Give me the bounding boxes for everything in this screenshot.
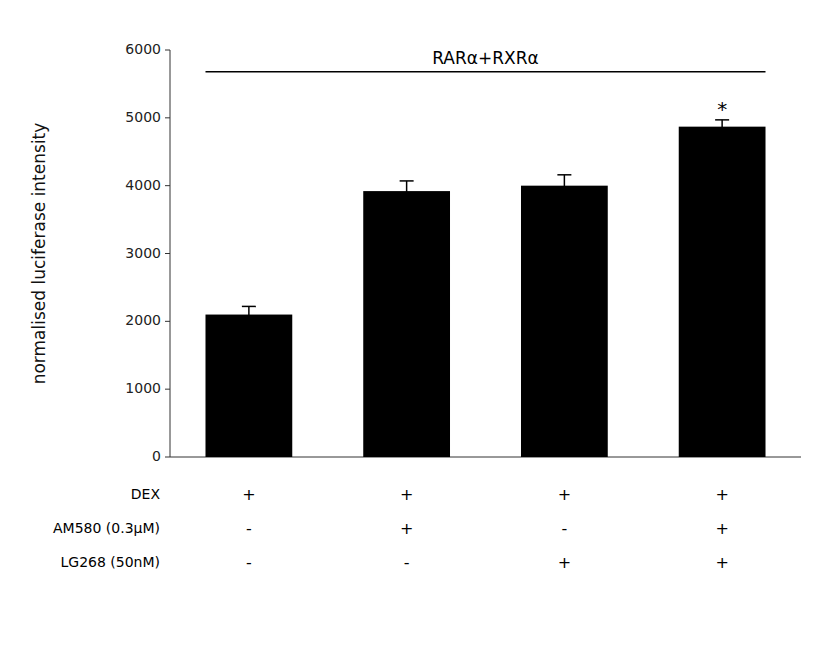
bar — [363, 191, 450, 457]
condition-label: + — [715, 519, 728, 538]
y-tick — [165, 457, 170, 458]
error-cap — [400, 201, 414, 203]
y-tick-label: 1000 — [125, 380, 161, 396]
annotation: RARα+RXRα — [432, 48, 539, 68]
y-tick-label: 2000 — [125, 312, 161, 328]
error-bar — [715, 120, 729, 134]
error-line — [721, 120, 723, 134]
y-tick — [165, 389, 170, 390]
condition-label: - — [561, 519, 567, 538]
condition-label: - — [246, 553, 252, 572]
chart: 0 1000 2000 3000 4000 5000 6000 normalised luci… — [0, 0, 831, 667]
y-tick — [165, 117, 170, 118]
y-tick — [165, 185, 170, 186]
condition-name: LG268 (50nM) — [60, 554, 160, 570]
y-tick-label: 0 — [152, 448, 161, 464]
bracket — [205, 71, 765, 73]
condition-label: + — [242, 485, 255, 504]
y-tick — [165, 50, 170, 51]
bar — [521, 186, 608, 457]
condition-name: DEX — [131, 486, 161, 502]
error-cap — [242, 306, 256, 308]
condition-label: + — [558, 553, 571, 572]
y-tick — [165, 321, 170, 322]
condition-name: AM580 (0.3μM) — [53, 520, 160, 536]
error-bar — [557, 175, 571, 197]
error-cap — [715, 133, 729, 135]
error-cap — [400, 180, 414, 182]
error-line — [248, 306, 250, 322]
condition-label: + — [400, 519, 413, 538]
condition-label: + — [715, 553, 728, 572]
y-axis — [170, 50, 171, 457]
error-bar — [242, 306, 256, 322]
y-tick-label: 3000 — [125, 245, 161, 261]
error-line — [406, 181, 408, 201]
bar — [205, 315, 292, 457]
bar — [679, 127, 766, 457]
significance-label: * — [717, 97, 727, 121]
y-tick-label: 5000 — [125, 109, 161, 125]
condition-label: + — [400, 485, 413, 504]
condition-label: - — [246, 519, 252, 538]
error-cap — [242, 322, 256, 324]
error-cap — [557, 174, 571, 176]
y-axis-label: normalised luciferase intensity — [29, 123, 49, 385]
error-line — [564, 175, 566, 197]
condition-label: + — [715, 485, 728, 504]
y-tick-label: 6000 — [125, 41, 161, 57]
condition-label: - — [404, 553, 410, 572]
error-bar — [400, 181, 414, 201]
condition-label: + — [558, 485, 571, 504]
bars — [205, 120, 765, 457]
y-tick — [165, 253, 170, 254]
error-cap — [557, 196, 571, 198]
y-tick-label: 4000 — [125, 177, 161, 193]
